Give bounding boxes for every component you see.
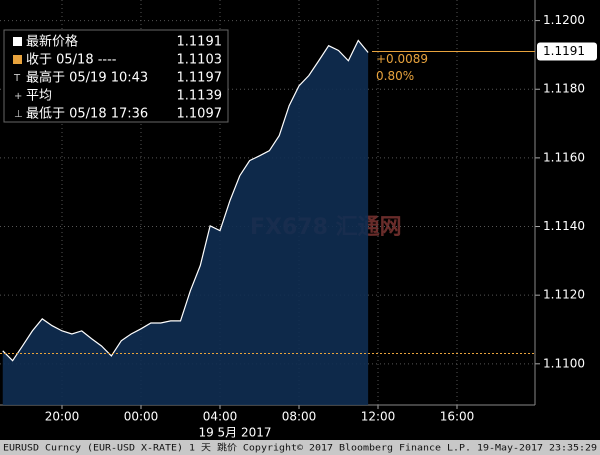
legend-label: 最新价格: [26, 34, 78, 50]
y-tick-label: 1.1100: [543, 356, 585, 370]
legend-box: [3, 29, 229, 123]
legend-icon: ⊥: [14, 109, 23, 120]
x-tick-label: 20:00: [45, 410, 80, 424]
legend-label: 最高于 05/19 10:43: [26, 70, 148, 86]
legend-value: 1.1103: [177, 53, 223, 68]
x-tick-label: 00:00: [124, 410, 159, 424]
legend-icon: T: [13, 73, 21, 84]
last-price-box: [537, 42, 597, 61]
legend-label: 平均: [26, 89, 52, 104]
legend-value: 1.1191: [177, 35, 223, 50]
legend-value: 1.1097: [177, 107, 223, 122]
footer-text: EURUSD Curncy (EUR-USD X-RATE) 1 天 跳价 Co…: [3, 442, 597, 454]
y-tick-label: 1.1120: [543, 288, 585, 302]
legend-icon: +: [14, 91, 22, 102]
x-tick-label: 04:00: [203, 410, 238, 424]
legend-label: 最低于 05/18 17:36: [26, 107, 148, 122]
legend-icon: [13, 55, 22, 64]
area: [2, 40, 369, 405]
y-tick-label: 1.1200: [543, 13, 585, 27]
last-price-label: 1.1191: [543, 44, 585, 58]
x-tick-label: 16:00: [440, 410, 475, 424]
footer-bar: [0, 440, 600, 455]
change-label: +0.0089: [376, 52, 428, 66]
y-tick-label: 1.1180: [543, 82, 585, 96]
legend-icon: [13, 37, 22, 46]
change-pct-label: 0.80%: [376, 69, 414, 83]
date-label: 19 5月 2017: [198, 426, 271, 440]
x-tick-label: 08:00: [282, 410, 317, 424]
legend-value: 1.1139: [177, 89, 223, 104]
price-line: [2, 39, 369, 362]
x-tick-label: 12:00: [361, 410, 396, 424]
y-tick-label: 1.1160: [543, 150, 585, 164]
legend-value: 1.1197: [177, 71, 223, 86]
legend-label: 收于 05/18 ----: [26, 53, 117, 68]
y-tick-label: 1.1140: [543, 219, 585, 233]
